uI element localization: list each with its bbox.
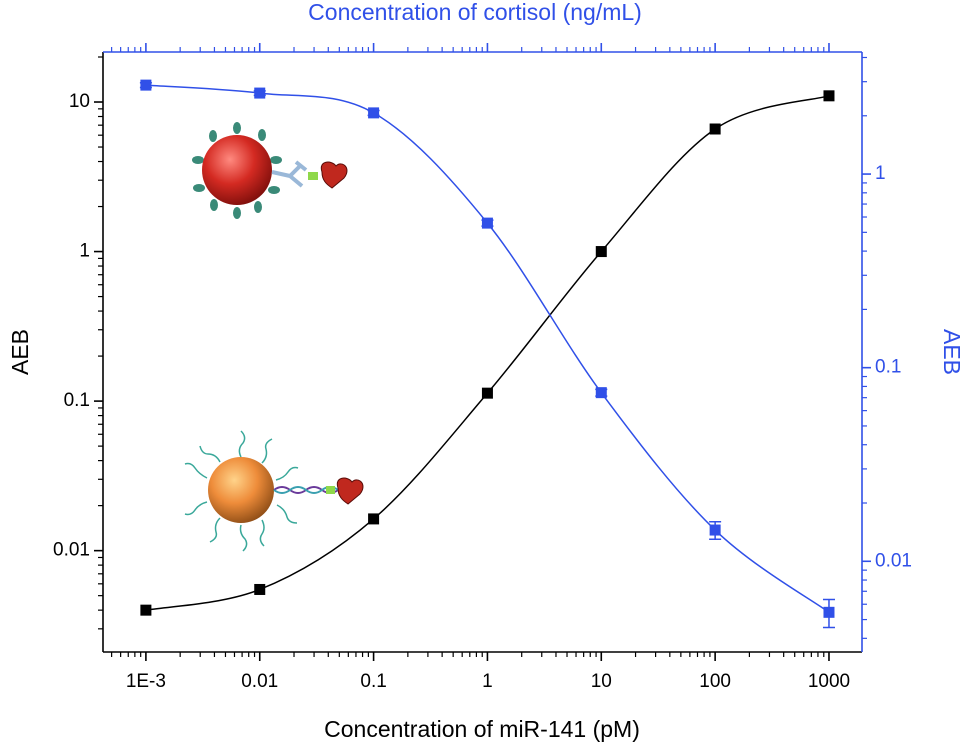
data-point — [254, 583, 266, 595]
x-tick-label: 1E-3 — [126, 671, 166, 692]
data-point — [595, 246, 607, 258]
y2-tick-label: 0.1 — [875, 357, 901, 378]
y2-axis-label: AEB — [939, 329, 965, 375]
top-axis-title: Concentration of cortisol (ng/mL) — [308, 0, 642, 25]
y-tick-label: 10 — [69, 91, 90, 112]
data-point — [140, 604, 152, 616]
x-tick-label: 1 — [482, 671, 493, 692]
data-point — [368, 513, 380, 525]
x-tick-label: 0.1 — [360, 671, 386, 692]
y-tick-label: 0.01 — [53, 540, 90, 561]
data-point — [595, 387, 607, 399]
x-axis-label: Concentration of miR-141 (pM) — [324, 716, 640, 742]
data-point — [709, 524, 721, 536]
data-point — [709, 123, 721, 135]
y2-tick-label: 0.01 — [875, 550, 912, 571]
data-point — [481, 387, 493, 399]
y-axis-label: AEB — [7, 329, 33, 375]
dna-particle-illustration — [184, 430, 364, 552]
x-tick-label: 10 — [591, 671, 612, 692]
data-point — [481, 217, 493, 229]
data-point — [254, 87, 266, 99]
data-point — [140, 79, 152, 91]
x-tick-label: 1000 — [808, 671, 850, 692]
data-point — [823, 606, 835, 618]
antibody-particle-illustration — [192, 122, 348, 219]
x-tick-label: 100 — [699, 671, 731, 692]
x-tick-label: 0.01 — [241, 671, 278, 692]
y-tick-label: 1 — [79, 241, 90, 262]
y2-tick-label: 1 — [875, 163, 886, 184]
data-point — [823, 90, 835, 102]
data-point — [368, 107, 380, 119]
y-tick-label: 0.1 — [64, 390, 90, 411]
